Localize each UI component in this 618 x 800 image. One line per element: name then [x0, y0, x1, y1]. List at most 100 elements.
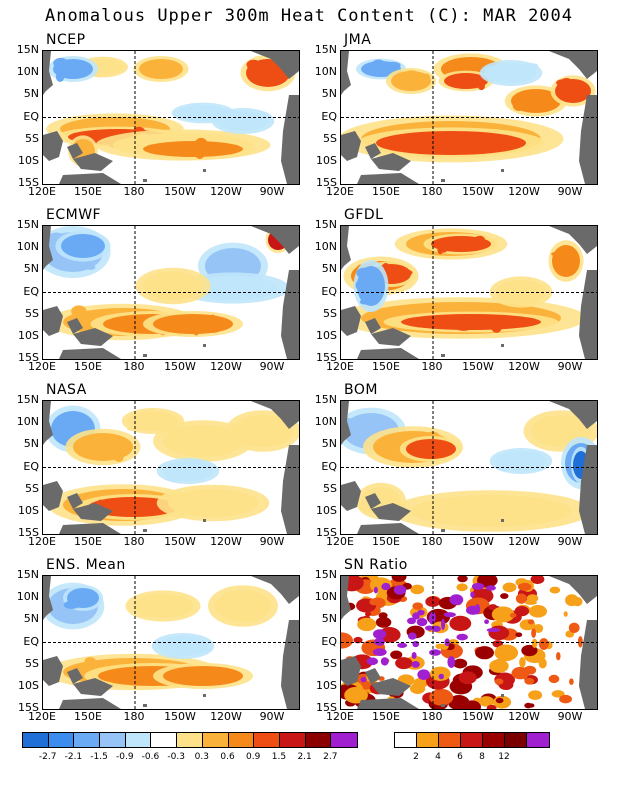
lon-tick-label: 120W	[508, 535, 540, 548]
lat-tick-label: 15N	[16, 43, 39, 56]
lat-tick-label: 15S	[316, 526, 337, 539]
colorbar-label: -2.1	[64, 752, 83, 762]
lat-tick-label: EQ	[23, 284, 39, 298]
lat-tick-label: 10N	[314, 240, 337, 254]
panel-title: NASA	[46, 382, 87, 398]
panel-title: JMA	[344, 32, 372, 48]
lon-tick-label: 180	[421, 185, 443, 198]
lon-tick-label: 120E	[326, 185, 354, 198]
colorbar-swatch	[439, 733, 461, 747]
lon-tick-label: 120E	[28, 535, 56, 548]
colorbar-label: -2.7	[38, 752, 57, 762]
lat-tick-label: EQ	[23, 634, 39, 648]
lon-tick-label: 120W	[210, 185, 242, 198]
colorbar-label: 0.9	[246, 752, 261, 762]
lon-tick-label: 180	[421, 360, 443, 373]
colorbar-label: 1.5	[271, 752, 287, 762]
lat-tick-label: EQ	[23, 459, 39, 473]
lon-tick-label: 120E	[326, 360, 354, 373]
lon-tick-label: 120W	[210, 360, 242, 373]
lat-tick-label: 15N	[314, 43, 337, 56]
lat-tick-label: 10S	[316, 503, 337, 517]
colorbar-swatch	[279, 733, 306, 747]
lat-tick-label: 10S	[18, 678, 39, 692]
colorbar-label: 12	[498, 752, 510, 762]
colorbar-swatch	[254, 733, 280, 747]
map-panel	[42, 50, 300, 185]
lon-tick-label: 90W	[259, 360, 285, 373]
lon-tick-label: 180	[123, 185, 145, 198]
lat-tick-label: 15S	[18, 351, 39, 364]
colorbar-swatch	[151, 733, 178, 747]
lat-tick-label: EQ	[321, 109, 337, 123]
lon-tick-label: 150W	[164, 710, 196, 723]
map-panel	[42, 225, 300, 360]
lon-tick-label: 150E	[74, 535, 102, 548]
lon-tick-label: 150W	[462, 360, 494, 373]
lat-tick-label: 10N	[16, 240, 39, 254]
lon-tick-label: 180	[421, 710, 443, 723]
colorbar-swatch	[202, 733, 229, 747]
lat-tick-label: 15N	[314, 568, 337, 581]
lat-tick-label: 15S	[18, 176, 39, 189]
map-panel	[42, 400, 300, 535]
lat-tick-label: 5N	[23, 612, 39, 626]
colorbar-label: 4	[435, 752, 441, 762]
lon-tick-label: 150E	[372, 185, 400, 198]
lat-tick-label: EQ	[23, 109, 39, 123]
colorbar-label: -0.6	[141, 752, 160, 762]
colorbar-swatch	[228, 733, 255, 747]
lat-tick-label: 10N	[314, 590, 337, 604]
colorbar-label: 0.3	[194, 752, 210, 762]
panel-title: GFDL	[344, 207, 384, 223]
lat-tick-label: 15N	[314, 218, 337, 231]
colorbar-swatch	[23, 733, 49, 747]
lat-tick-label: 15S	[18, 526, 39, 539]
lat-tick-label: 5N	[321, 87, 337, 101]
lon-tick-label: 150E	[74, 185, 102, 198]
colorbar-label: 6	[457, 752, 463, 762]
lon-tick-label: 150W	[462, 185, 494, 198]
map-panel	[340, 225, 598, 360]
lat-tick-label: 5S	[323, 656, 337, 670]
lon-tick-label: 120E	[28, 185, 56, 198]
colorbar-label: -0.3	[167, 752, 185, 762]
panel-title: ENS. Mean	[46, 557, 126, 573]
lon-tick-label: 90W	[259, 185, 285, 198]
lat-tick-label: EQ	[321, 284, 337, 298]
colorbar-label: 0.6	[220, 752, 235, 762]
lon-tick-label: 180	[421, 535, 443, 548]
lat-tick-label: 10S	[18, 328, 39, 342]
snr-colorbar	[394, 732, 550, 748]
lon-tick-label: 120E	[28, 360, 56, 373]
colorbar-label: 8	[479, 752, 485, 762]
map-panel	[340, 50, 598, 185]
lat-tick-label: 5S	[323, 131, 337, 145]
map-panel	[340, 575, 598, 710]
lon-tick-label: 120W	[210, 710, 242, 723]
lon-tick-label: 150E	[372, 535, 400, 548]
colorbar-swatch	[305, 733, 332, 747]
lon-tick-label: 180	[123, 710, 145, 723]
lat-tick-label: 10N	[16, 590, 39, 604]
lat-tick-label: 5S	[25, 131, 39, 145]
lon-tick-label: 120E	[326, 710, 354, 723]
lat-tick-label: 15S	[316, 701, 337, 714]
lat-tick-label: 5S	[323, 306, 337, 320]
lon-tick-label: 150E	[74, 710, 102, 723]
colorbar-swatch	[331, 733, 357, 747]
colorbar-label: -1.5	[90, 752, 108, 762]
colorbar-swatch	[505, 733, 527, 747]
colorbar-label: 2.7	[323, 752, 338, 762]
panel-title: SN Ratio	[344, 557, 408, 573]
lat-tick-label: 15S	[316, 351, 337, 364]
colorbar-swatch	[395, 733, 417, 747]
colorbar-swatch	[48, 733, 75, 747]
lat-tick-label: 10S	[316, 678, 337, 692]
lat-tick-label: EQ	[321, 634, 337, 648]
lon-tick-label: 90W	[557, 535, 583, 548]
lon-tick-label: 90W	[259, 535, 285, 548]
lat-tick-label: EQ	[321, 459, 337, 473]
lat-tick-label: 5S	[25, 481, 39, 495]
lon-tick-label: 90W	[259, 710, 285, 723]
